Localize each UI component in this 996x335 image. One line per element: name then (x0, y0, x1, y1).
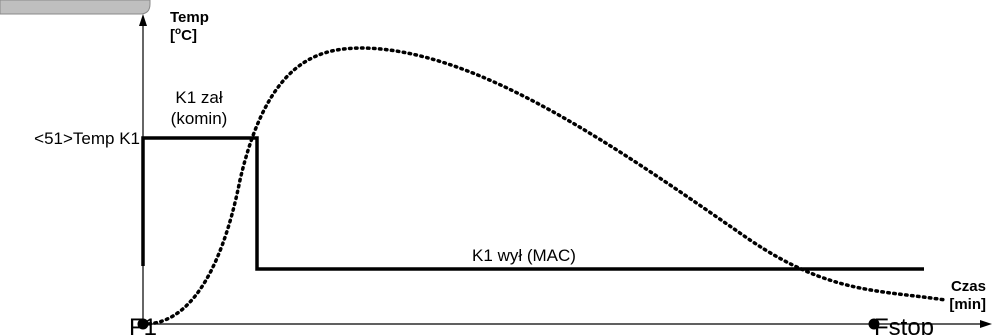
y-axis-unit-degree: o (175, 26, 181, 37)
start-point-label: F1 (129, 314, 157, 335)
temperature-curve (141, 46, 947, 326)
y-axis-arrow (139, 14, 147, 26)
k1-on-label-line1: K1 zał (175, 88, 222, 107)
stop-point-label: Fstop (874, 314, 934, 335)
y-axis-title-line2: [oC] (170, 26, 197, 44)
y-axis-unit-open: [ (170, 27, 175, 44)
start-point-marker (137, 318, 149, 330)
y-axis-title-line1: Temp (170, 9, 209, 26)
x-axis-title-line2: [min] (949, 296, 986, 313)
threshold-label: <51>Temp K1 (34, 129, 140, 148)
stop-point-marker (868, 318, 880, 330)
k1-off-label: K1 wył (MAC) (472, 246, 576, 265)
k1-on-label-line2: (komin) (171, 109, 228, 128)
x-axis-arrow (980, 320, 992, 328)
corner-tab (0, 0, 151, 15)
y-axis-unit-rest: C] (181, 27, 197, 44)
x-axis-title-line1: Czas (951, 278, 986, 295)
k1-state-line (141, 136, 924, 271)
